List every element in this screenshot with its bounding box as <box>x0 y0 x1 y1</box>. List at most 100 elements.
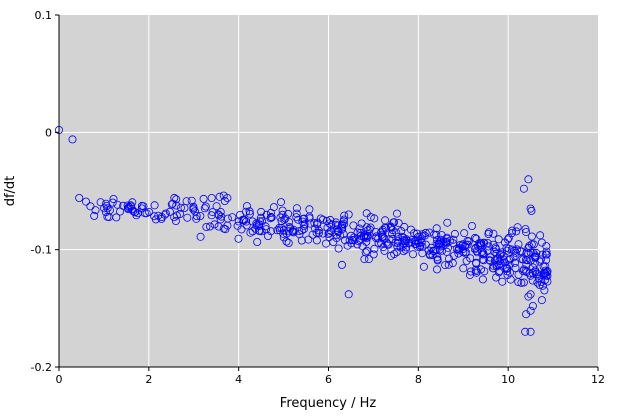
data-point <box>336 231 345 240</box>
data-point <box>150 201 159 210</box>
x-tick-label: 6 <box>325 373 332 386</box>
data-point <box>483 246 492 255</box>
data-point <box>202 222 211 231</box>
data-point <box>280 215 289 224</box>
data-point <box>82 197 91 206</box>
data-point <box>298 217 307 226</box>
data-point <box>344 210 353 219</box>
data-point <box>534 270 543 279</box>
data-point <box>124 205 133 214</box>
data-point <box>370 214 379 223</box>
data-point <box>312 236 321 245</box>
y-tick-label: -0.1 <box>31 244 52 257</box>
data-point <box>472 246 481 255</box>
data-point <box>503 235 512 244</box>
data-point <box>109 194 118 203</box>
data-point <box>366 223 375 232</box>
data-point <box>370 244 379 253</box>
data-point <box>498 277 507 286</box>
data-point <box>433 256 442 265</box>
data-point <box>318 229 327 238</box>
data-point <box>522 260 531 269</box>
data-point <box>353 240 362 249</box>
data-point <box>116 207 125 216</box>
data-point <box>528 269 537 278</box>
data-point <box>525 241 534 250</box>
data-point <box>284 209 293 218</box>
data-point <box>334 244 343 253</box>
data-point <box>75 193 84 202</box>
data-point <box>338 221 347 230</box>
y-tick-label: -0.2 <box>31 361 52 374</box>
data-point <box>238 215 247 224</box>
data-point <box>531 253 540 262</box>
data-point <box>196 211 205 220</box>
data-point <box>210 220 219 229</box>
data-point <box>103 204 112 213</box>
data-point <box>386 222 395 231</box>
data-point <box>356 231 365 240</box>
data-point <box>100 204 109 213</box>
data-point <box>401 245 410 254</box>
data-point <box>344 290 353 299</box>
data-point <box>356 228 365 237</box>
data-point <box>276 213 285 222</box>
data-point <box>410 239 419 248</box>
data-point <box>171 216 180 225</box>
data-point <box>492 273 501 282</box>
data-point <box>394 236 403 245</box>
data-point <box>526 306 535 315</box>
data-point <box>96 198 105 207</box>
data-point <box>530 259 539 268</box>
data-point <box>312 228 321 237</box>
data-point <box>449 235 458 244</box>
data-point <box>381 216 390 225</box>
data-point <box>316 214 325 223</box>
data-point <box>505 255 514 264</box>
data-point <box>304 235 313 244</box>
data-point <box>442 247 451 256</box>
data-point <box>220 196 229 205</box>
data-point <box>266 227 275 236</box>
data-point <box>349 221 358 230</box>
data-point <box>324 229 333 238</box>
data-point <box>479 256 488 265</box>
data-point <box>505 268 514 277</box>
data-point <box>528 301 537 310</box>
data-point <box>273 226 282 235</box>
data-point <box>142 209 151 218</box>
data-point <box>408 250 417 259</box>
data-point <box>510 246 519 255</box>
data-point <box>196 232 205 241</box>
data-point <box>248 217 257 226</box>
data-point <box>362 209 371 218</box>
data-point <box>337 260 346 269</box>
data-point <box>445 236 454 245</box>
data-point <box>279 233 288 242</box>
data-point <box>444 260 453 269</box>
data-point <box>542 250 551 259</box>
data-point <box>137 204 146 213</box>
data-point <box>168 199 177 208</box>
data-point <box>441 261 450 270</box>
data-point <box>476 265 485 274</box>
data-point <box>540 269 549 278</box>
data-point <box>86 202 95 211</box>
data-point <box>374 239 383 248</box>
axes: 0 2 4 6 8 10 12 -0.2 -0.1 0 0.1 <box>31 9 605 386</box>
x-tick-label: 10 <box>501 373 515 386</box>
data-point <box>300 220 309 229</box>
data-point <box>253 237 262 246</box>
data-point <box>329 237 338 246</box>
data-point <box>284 227 293 236</box>
data-point <box>267 213 276 222</box>
data-point <box>176 203 185 212</box>
data-point <box>504 233 513 242</box>
data-point <box>497 248 506 257</box>
data-point <box>295 227 304 236</box>
data-point <box>388 234 397 243</box>
data-point <box>542 271 551 280</box>
data-point <box>200 204 209 213</box>
data-point <box>382 238 391 247</box>
data-point <box>214 210 223 219</box>
